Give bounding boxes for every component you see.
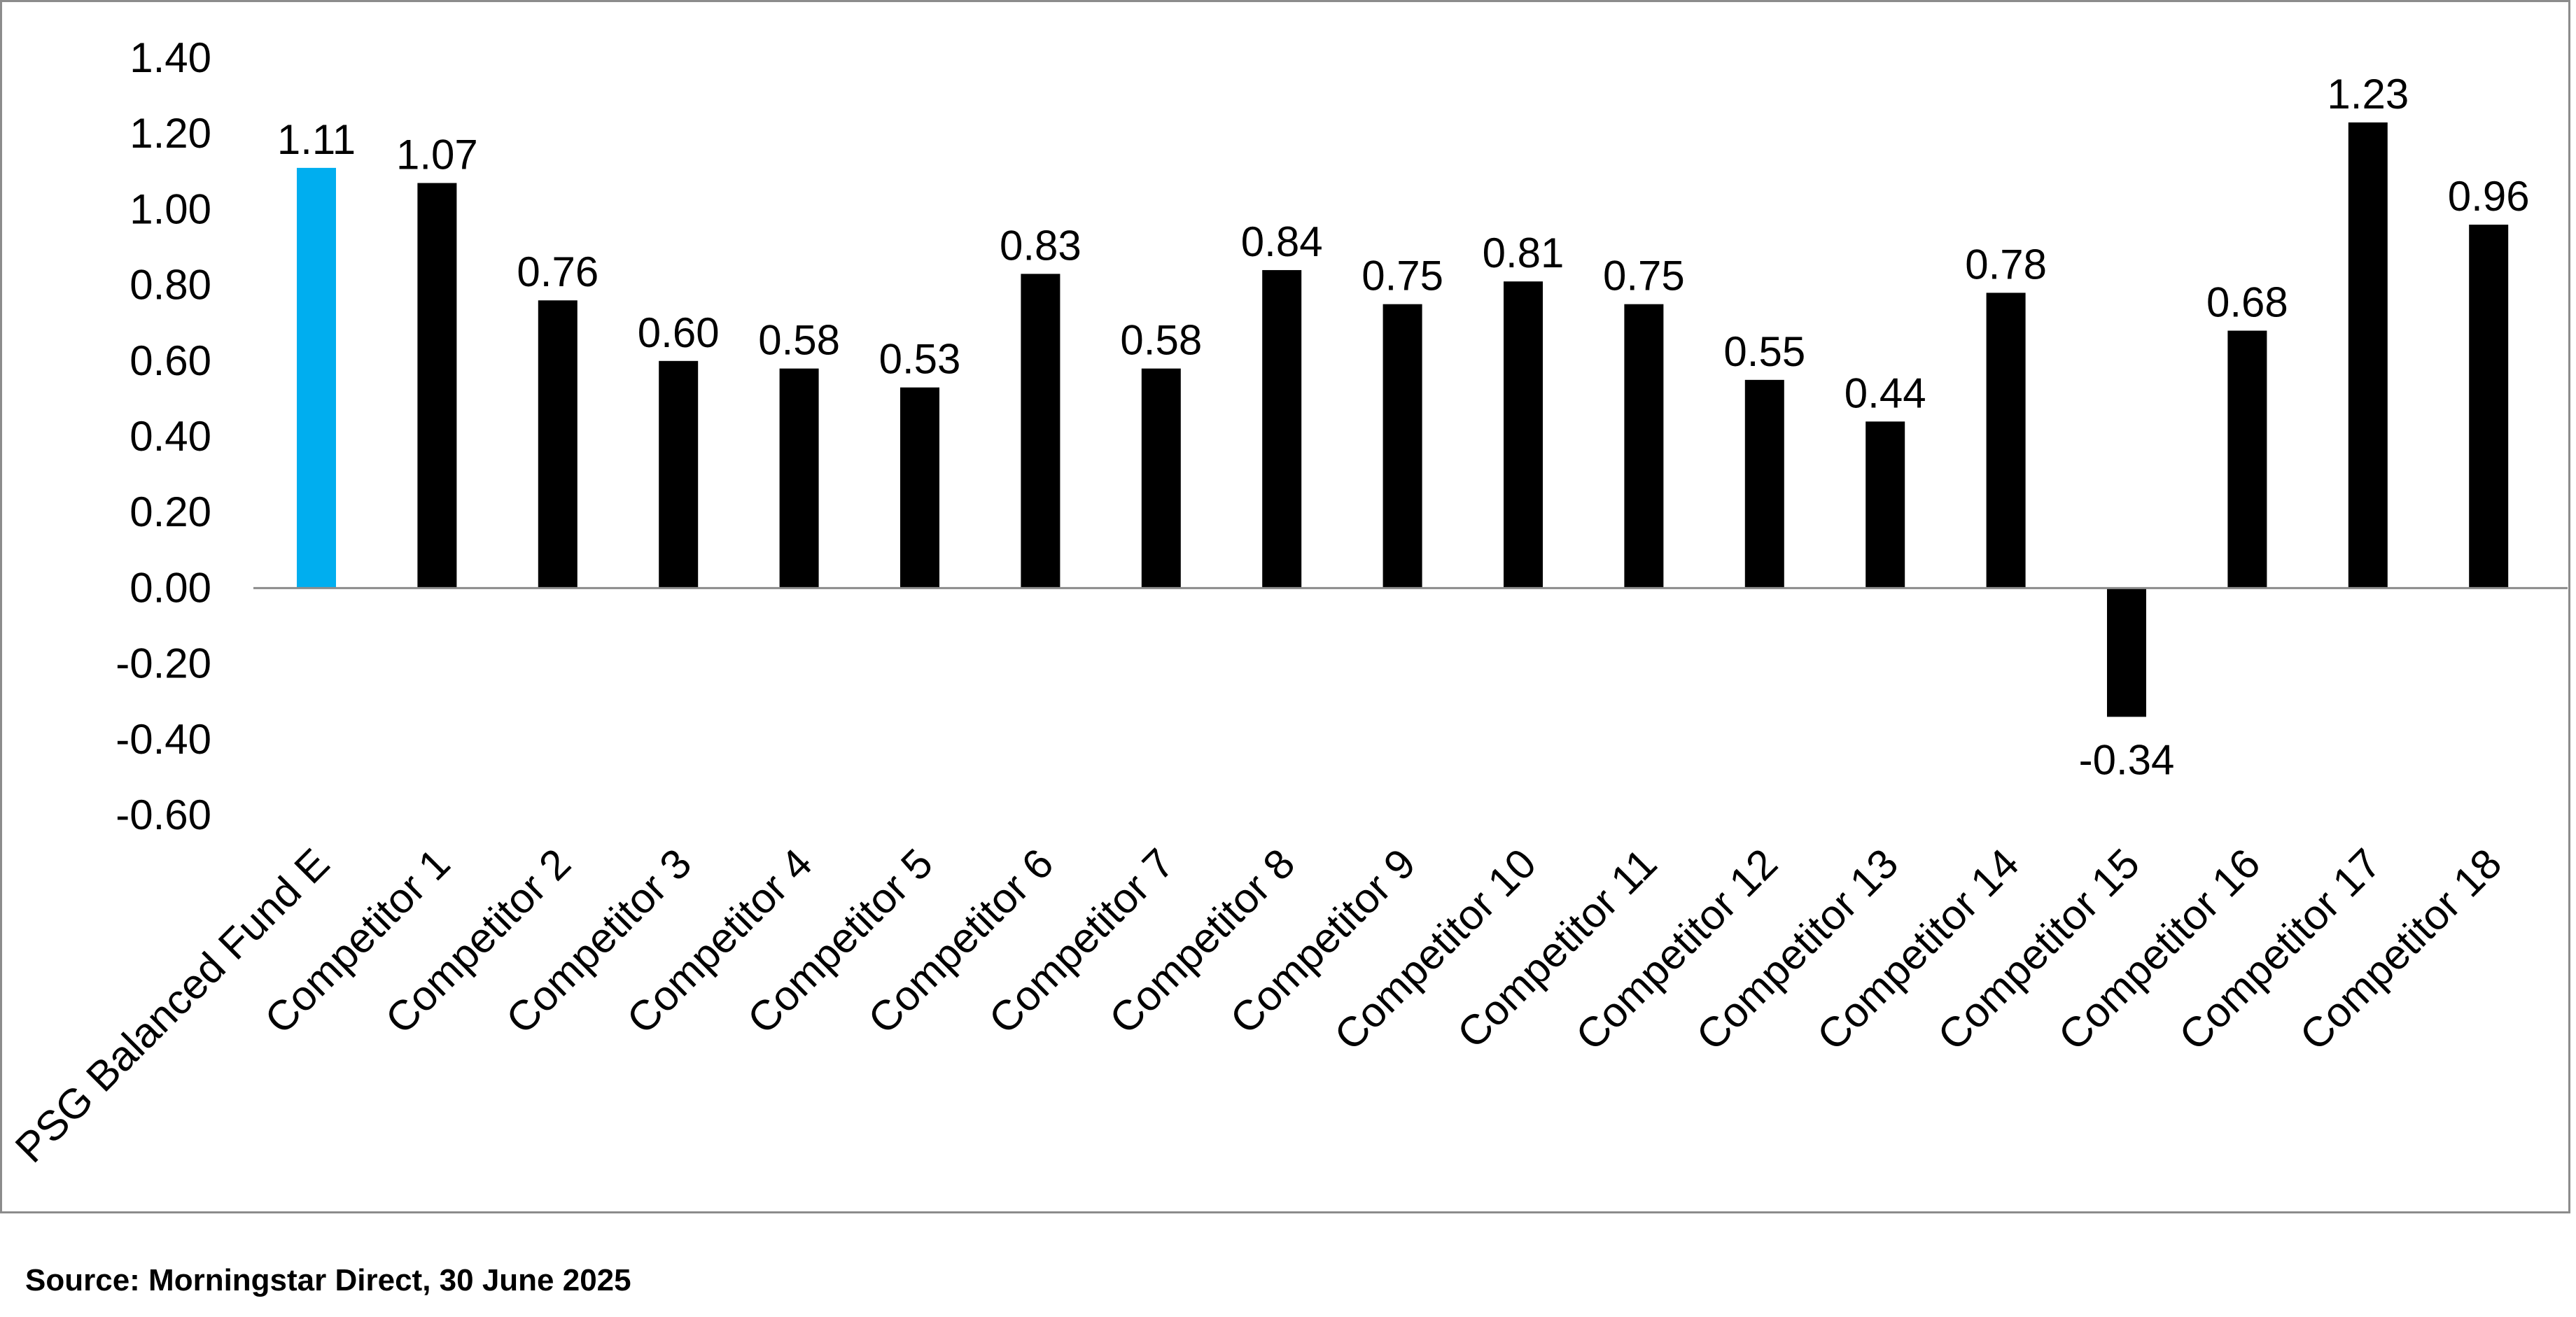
bar-competitor-10 — [1504, 281, 1543, 589]
bar-competitor-14 — [1986, 293, 2026, 589]
bar-competitor-5 — [900, 387, 939, 589]
bar-competitor-16 — [2227, 330, 2267, 589]
data-label: 0.58 — [758, 317, 840, 364]
bar-competitor-2 — [538, 300, 578, 589]
data-label: 0.44 — [1844, 369, 1926, 416]
source-note: Source: Morningstar Direct, 30 June 2025 — [25, 1263, 631, 1297]
bar-competitor-8 — [1262, 269, 1302, 589]
bar-competitor-7 — [1141, 368, 1181, 589]
y-tick-label: 1.00 — [130, 185, 211, 232]
bar-competitor-4 — [779, 368, 819, 589]
y-tick-label: 0.00 — [130, 564, 211, 611]
y-tick-label: 0.60 — [130, 337, 211, 384]
data-label: 0.84 — [1241, 218, 1323, 265]
data-label: 0.78 — [1965, 241, 2047, 288]
bar-competitor-18 — [2469, 225, 2509, 589]
data-label: 0.58 — [1120, 317, 1202, 364]
y-tick-label: 0.20 — [130, 488, 211, 535]
data-label: 1.07 — [396, 132, 478, 178]
y-tick-label: -0.60 — [115, 791, 211, 838]
data-label: 0.76 — [517, 248, 598, 295]
data-label: -0.34 — [2079, 736, 2175, 783]
data-label: 1.23 — [2327, 71, 2409, 118]
bar-competitor-17 — [2348, 122, 2388, 589]
y-tick-label: 0.40 — [130, 413, 211, 460]
bar-competitor-13 — [1865, 421, 1905, 589]
y-tick-label: 0.80 — [130, 262, 211, 309]
data-label: 0.60 — [638, 309, 720, 356]
data-label: 0.81 — [1483, 230, 1564, 276]
data-label: 0.55 — [1723, 328, 1805, 375]
data-label: 0.68 — [2206, 279, 2288, 326]
data-label: 0.75 — [1362, 253, 1443, 300]
bars — [297, 122, 2509, 717]
bar-psg-balanced-fund-e — [297, 167, 336, 589]
bar-competitor-6 — [1021, 274, 1060, 589]
bar-competitor-1 — [417, 183, 457, 589]
data-label: 0.75 — [1603, 253, 1685, 300]
y-tick-label: 1.40 — [130, 34, 211, 81]
data-labels: 1.11 1.07 0.76 0.60 0.58 0.53 0.83 0.58 0.84 0.75… — [277, 71, 2530, 783]
bar-competitor-12 — [1744, 379, 1784, 589]
bar-chart: 1.40 1.20 1.00 0.80 0.60 0.40 0.20 0.00 -0.20 -0.… — [6, 34, 2568, 1171]
y-tick-label: 1.20 — [130, 110, 211, 157]
y-axis-tick-labels: 1.40 1.20 1.00 0.80 0.60 0.40 0.20 0.00 -0.20 -0.… — [115, 34, 211, 838]
bar-competitor-9 — [1382, 304, 1422, 589]
data-label: 1.11 — [277, 116, 356, 163]
bar-competitor-15 — [2107, 588, 2146, 717]
bar-competitor-11 — [1624, 304, 1664, 589]
data-label: 0.53 — [879, 336, 961, 383]
bar-competitor-3 — [659, 360, 699, 589]
y-tick-label: -0.20 — [115, 640, 211, 687]
data-label: 0.96 — [2448, 173, 2530, 220]
data-label: 0.83 — [1000, 222, 1082, 269]
y-tick-label: -0.40 — [115, 716, 211, 763]
